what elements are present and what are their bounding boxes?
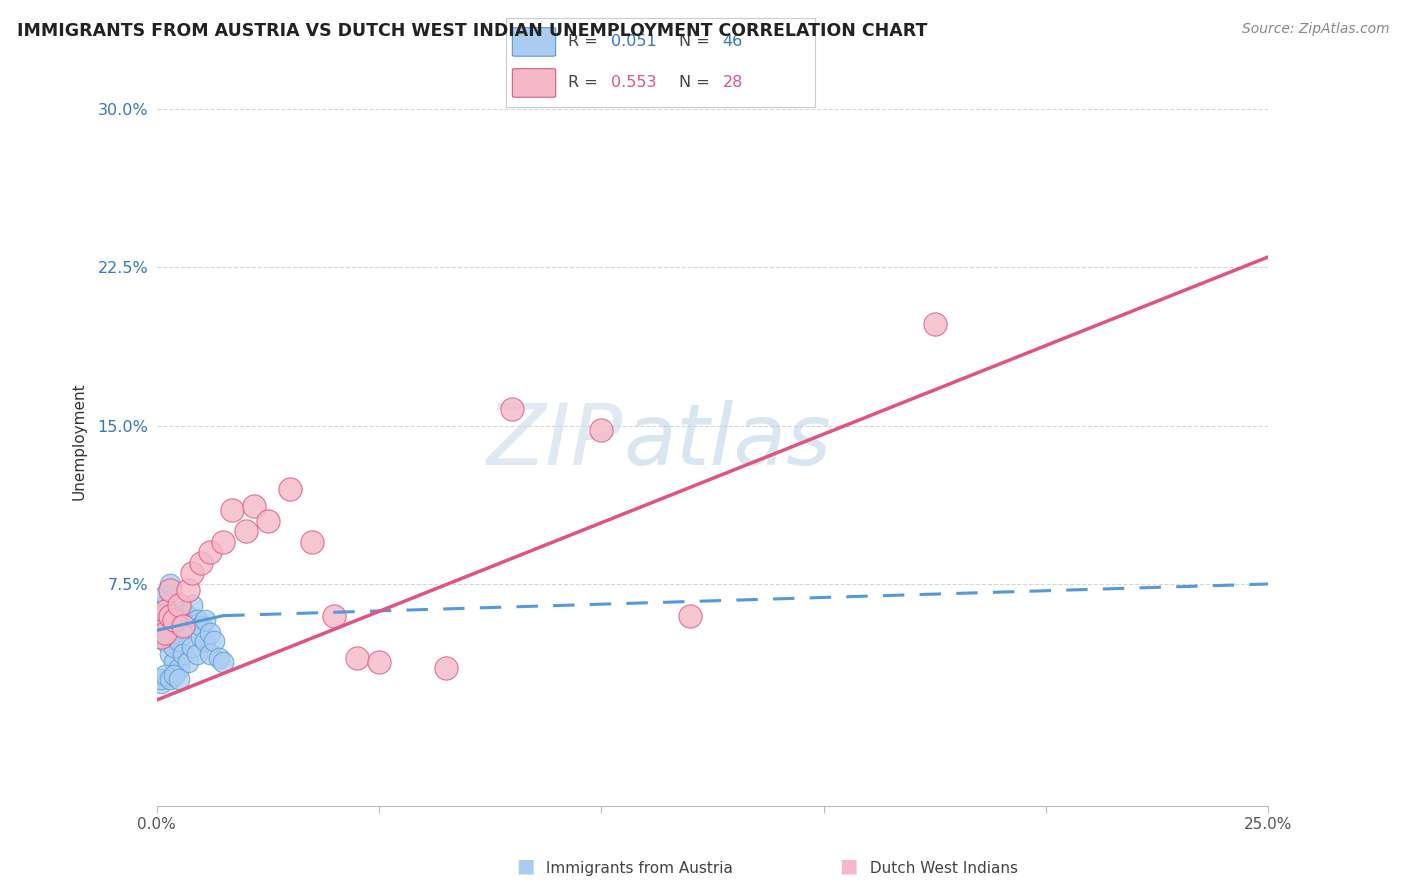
Point: [198, 545, 221, 559]
Point: [163, 625, 186, 640]
Text: ZIP: ZIP: [488, 400, 623, 483]
Point: [235, 524, 257, 539]
Point: [346, 651, 368, 665]
Point: [167, 672, 190, 686]
Point: [159, 583, 181, 598]
Point: [150, 604, 173, 618]
Point: [167, 661, 190, 675]
Point: [212, 655, 235, 669]
Point: [301, 534, 323, 549]
Point: [155, 619, 177, 633]
Point: [181, 598, 204, 612]
Text: ■: ■: [839, 857, 858, 876]
Point: [150, 613, 173, 627]
Point: [167, 598, 190, 612]
Point: [434, 661, 457, 675]
Point: [159, 647, 181, 661]
Point: [155, 588, 177, 602]
Point: [150, 630, 173, 644]
Point: [679, 608, 702, 623]
Text: 0.051: 0.051: [612, 35, 657, 49]
Point: [150, 608, 173, 623]
Point: [159, 619, 181, 633]
Point: [155, 667, 177, 681]
Point: [159, 630, 181, 644]
Point: [212, 534, 235, 549]
Point: [155, 598, 177, 612]
Point: [163, 667, 186, 681]
Text: 46: 46: [723, 35, 742, 49]
Point: [159, 672, 181, 686]
Point: [167, 634, 190, 648]
Point: [190, 619, 212, 633]
Point: [159, 577, 181, 591]
Point: [159, 608, 181, 623]
Point: [176, 583, 198, 598]
Point: [924, 318, 946, 332]
Point: [163, 655, 186, 669]
Point: [186, 613, 208, 627]
Point: [172, 647, 194, 661]
Point: [176, 655, 198, 669]
Text: N =: N =: [679, 76, 716, 90]
Point: [155, 608, 177, 623]
Point: [163, 613, 186, 627]
Point: [163, 613, 186, 627]
Text: R =: R =: [568, 76, 603, 90]
Point: [278, 482, 301, 496]
Text: IMMIGRANTS FROM AUSTRIA VS DUTCH WEST INDIAN UNEMPLOYMENT CORRELATION CHART: IMMIGRANTS FROM AUSTRIA VS DUTCH WEST IN…: [17, 22, 927, 40]
Point: [150, 619, 173, 633]
Text: Dutch West Indians: Dutch West Indians: [865, 861, 1018, 876]
Point: [150, 672, 173, 686]
Point: [190, 630, 212, 644]
Point: [194, 613, 217, 627]
Point: [150, 676, 173, 690]
FancyBboxPatch shape: [512, 69, 555, 97]
Text: R =: R =: [568, 35, 603, 49]
Point: [167, 608, 190, 623]
Point: [591, 423, 613, 437]
Point: [155, 604, 177, 618]
Point: [181, 640, 204, 655]
Point: [181, 566, 204, 581]
Text: N =: N =: [679, 35, 716, 49]
Y-axis label: Unemployment: Unemployment: [72, 383, 86, 500]
Text: Source: ZipAtlas.com: Source: ZipAtlas.com: [1241, 22, 1389, 37]
Point: [256, 514, 278, 528]
Point: [186, 647, 208, 661]
Point: [163, 640, 186, 655]
Text: ■: ■: [516, 857, 534, 876]
Point: [159, 608, 181, 623]
Point: [155, 625, 177, 640]
Point: [501, 401, 523, 416]
Point: [368, 655, 391, 669]
Point: [190, 556, 212, 570]
FancyBboxPatch shape: [512, 28, 555, 56]
Text: Immigrants from Austria: Immigrants from Austria: [541, 861, 733, 876]
Point: [172, 619, 194, 633]
Point: [150, 630, 173, 644]
Point: [155, 634, 177, 648]
Point: [243, 499, 266, 513]
Point: [198, 647, 221, 661]
Point: [155, 625, 177, 640]
Point: [198, 625, 221, 640]
Point: [221, 503, 243, 517]
Point: [323, 608, 346, 623]
Text: 0.553: 0.553: [612, 76, 657, 90]
Point: [176, 608, 198, 623]
Text: 28: 28: [723, 76, 742, 90]
Text: atlas: atlas: [623, 400, 831, 483]
Point: [172, 604, 194, 618]
Point: [208, 651, 231, 665]
Point: [172, 619, 194, 633]
Point: [194, 634, 217, 648]
Point: [202, 634, 225, 648]
